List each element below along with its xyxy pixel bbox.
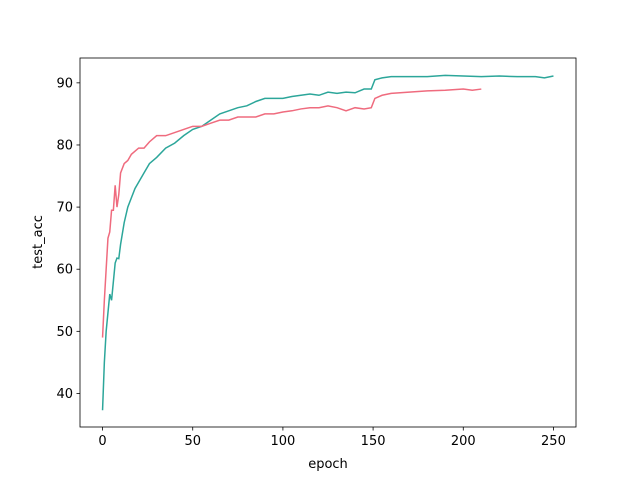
y-tick-label: 50 — [56, 325, 73, 340]
x-tick-label: 150 — [361, 434, 386, 449]
y-tick-label: 70 — [56, 201, 73, 216]
x-axis-label: epoch — [308, 457, 348, 472]
x-tick-label: 0 — [98, 434, 106, 449]
line — [101, 74, 554, 411]
y-tick-label: 90 — [56, 76, 73, 91]
y-tick-label: 40 — [56, 387, 73, 402]
x-tick-label: 50 — [184, 434, 201, 449]
y-axis-label: test_acc — [31, 215, 46, 269]
y-tick-label: 80 — [56, 138, 73, 153]
axes-frame — [79, 57, 577, 428]
line — [101, 88, 482, 338]
y-tick-label: 60 — [56, 263, 73, 278]
x-tick-label: 200 — [451, 434, 476, 449]
x-tick-label: 100 — [270, 434, 295, 449]
x-tick-label: 250 — [541, 434, 566, 449]
